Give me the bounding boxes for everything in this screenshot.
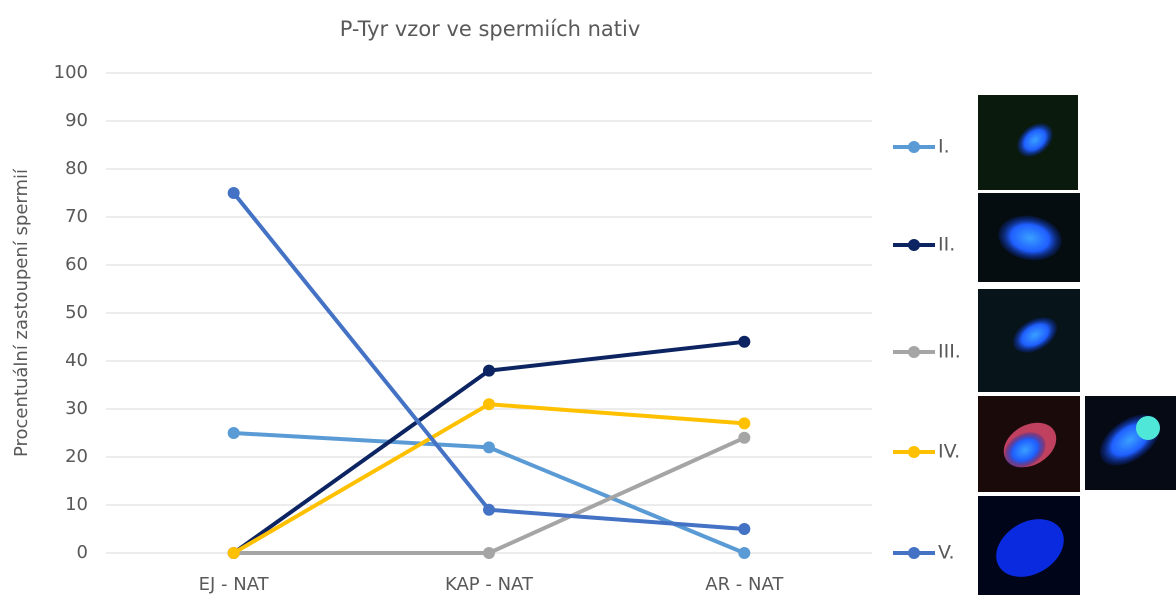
- legend-label: II.: [938, 234, 955, 256]
- legend-label: IV.: [938, 441, 960, 463]
- y-tick-label: 50: [65, 302, 88, 323]
- data-point: [227, 547, 240, 559]
- cell: [998, 215, 1062, 261]
- series-line: [233, 435, 746, 555]
- legend-marker: [908, 547, 920, 559]
- y-tick-label: 40: [65, 350, 88, 371]
- cell: [1136, 416, 1160, 440]
- data-point: [483, 398, 495, 411]
- micrographs: [978, 95, 1176, 595]
- y-tick-label: 70: [65, 206, 88, 227]
- cell: [996, 519, 1064, 577]
- y-tick-label: 80: [65, 158, 88, 179]
- y-tick-label: 0: [77, 542, 88, 563]
- legend-marker: [908, 239, 920, 251]
- legend-label: I.: [938, 136, 950, 158]
- legend-label: V.: [938, 542, 955, 564]
- data-point: [483, 547, 495, 559]
- y-tick-label: 10: [65, 494, 88, 515]
- cell: [1012, 317, 1058, 353]
- y-axis-label: Procentuální zastoupení spermií: [11, 168, 32, 457]
- y-tick-label: 90: [65, 110, 88, 131]
- legend-marker: [908, 446, 920, 458]
- data-point: [483, 364, 495, 377]
- cell: [1004, 432, 1046, 468]
- legend-label: III.: [938, 341, 961, 363]
- data-point: [738, 523, 751, 535]
- legend-marker: [908, 346, 920, 358]
- y-tick-label: 20: [65, 446, 88, 467]
- data-point: [227, 187, 240, 199]
- data-point: [483, 503, 495, 516]
- x-tick-label: KAP - NAT: [445, 574, 534, 595]
- x-tick-label: EJ - NAT: [199, 574, 270, 595]
- x-tick-label: AR - NAT: [705, 574, 784, 595]
- y-tick-label: 60: [65, 254, 88, 275]
- legend-marker: [908, 141, 920, 153]
- data-point: [227, 427, 240, 439]
- data-point: [483, 441, 495, 454]
- cell: [1017, 123, 1053, 157]
- data-point: [738, 417, 751, 430]
- y-tick-label: 100: [54, 62, 88, 83]
- data-point: [738, 335, 751, 348]
- y-tick-label: 30: [65, 398, 88, 419]
- series-line: [232, 402, 745, 555]
- data-point: [738, 431, 751, 444]
- data-point: [738, 547, 751, 559]
- chart-title: P-Tyr vzor ve spermiích nativ: [340, 17, 641, 41]
